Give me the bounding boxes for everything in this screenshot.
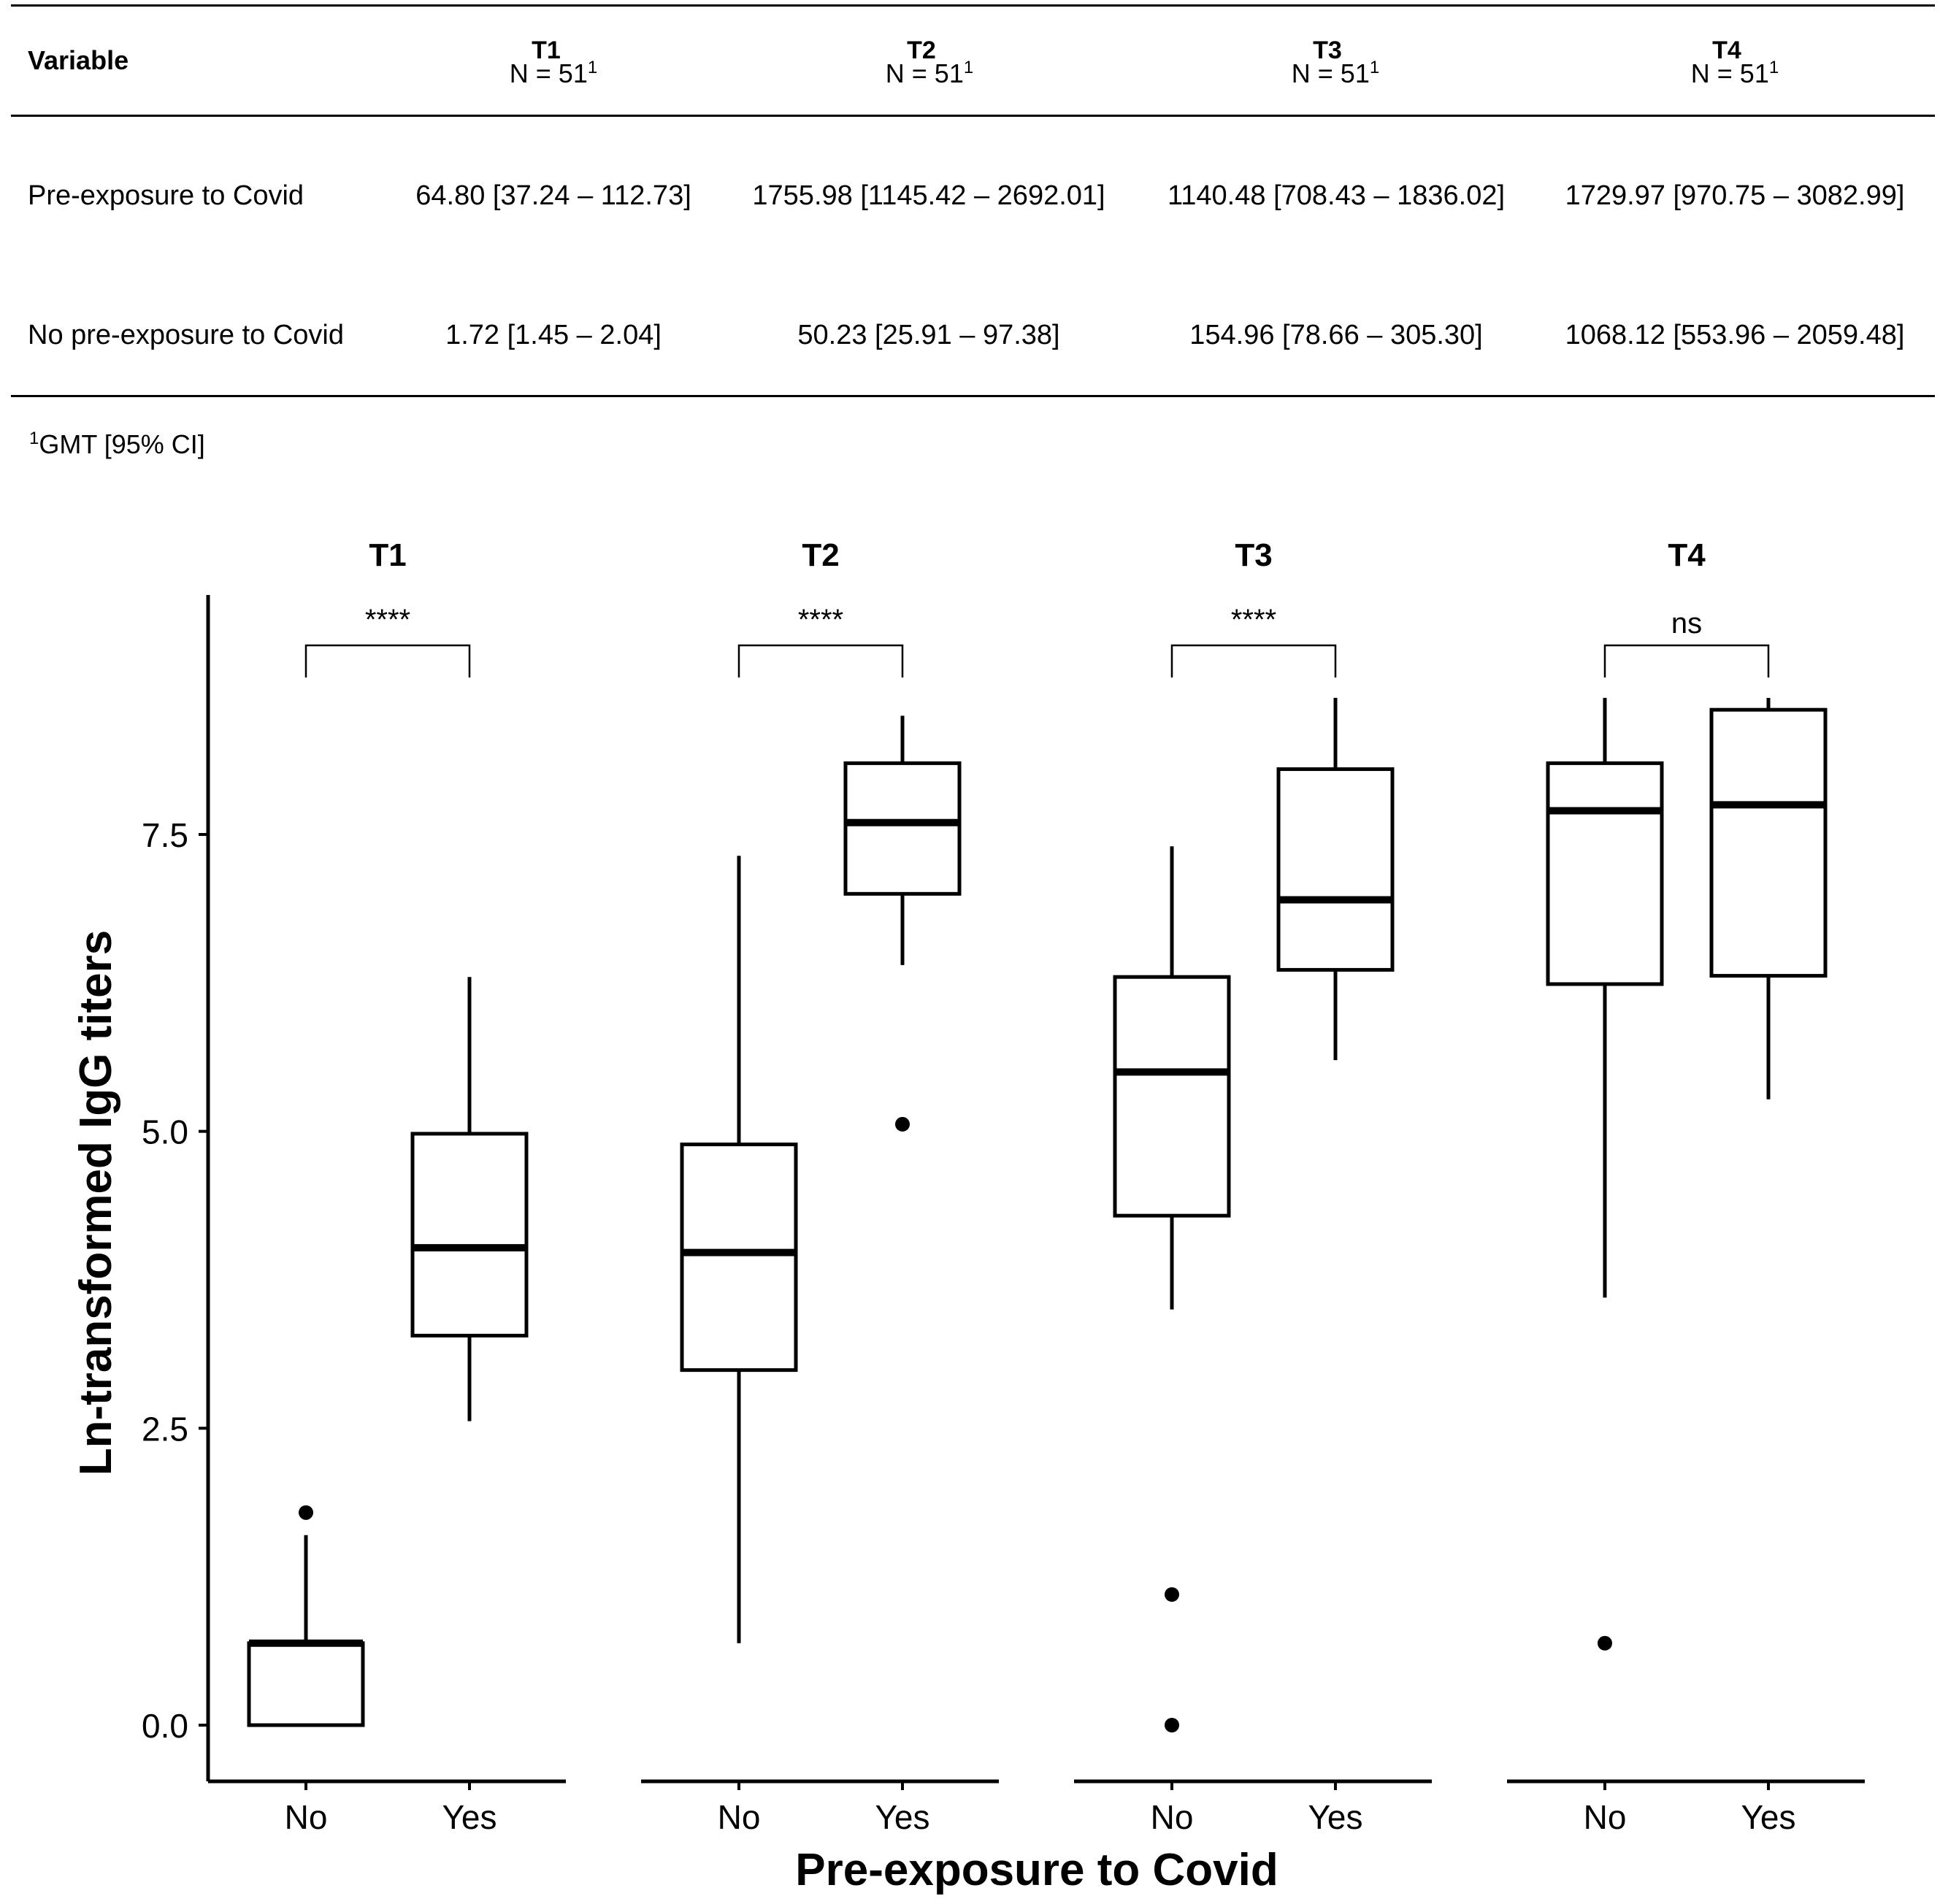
significance-label: **** [365, 604, 410, 636]
table-footnote: 1GMT [95% CI] [29, 429, 205, 459]
x-axis-title: Pre-exposure to Covid [795, 1845, 1278, 1895]
column-header-t3: T3 [1313, 37, 1342, 64]
significance-bracket [1170, 644, 1337, 677]
outlier-point [299, 1505, 313, 1520]
x-tick-label: Yes [442, 1798, 496, 1836]
summary-table: Variable T1 N = 511 T2 N = 511 T3 N = 51… [0, 0, 1940, 482]
column-header-t4: T4 [1712, 37, 1741, 64]
x-tick-label: Yes [1308, 1798, 1362, 1836]
row-label-no-pre-exposure: No pre-exposure to Covid [28, 320, 344, 350]
column-header-t1: T1 [532, 37, 561, 64]
column-n-t1: N = 511 [509, 58, 598, 88]
cell-nopre-t4: 1068.12 [553.96 – 2059.48] [1565, 320, 1905, 350]
table-top-rule [11, 4, 1935, 7]
table-header-rule [11, 115, 1935, 117]
facet-title: T4 [1668, 537, 1706, 573]
cell-nopre-t2: 50.23 [25.91 – 97.38] [797, 320, 1060, 350]
table-bottom-rule [11, 395, 1935, 397]
column-header-t2: T2 [907, 37, 936, 64]
significance-label: ns [1671, 607, 1702, 640]
cell-pre-t2: 1755.98 [1145.42 – 2692.01] [752, 180, 1105, 211]
x-tick-label: Yes [1741, 1798, 1795, 1836]
y-tick-label: 0.0 [142, 1707, 188, 1745]
significance-label: **** [798, 604, 843, 636]
y-tick-label: 2.5 [142, 1410, 188, 1448]
box-iqr [1709, 707, 1828, 978]
row-label-pre-exposure: Pre-exposure to Covid [28, 180, 304, 211]
box-iqr [410, 1132, 529, 1337]
y-tick-label: 7.5 [142, 816, 188, 854]
cell-pre-t1: 64.80 [37.24 – 112.73] [415, 180, 691, 211]
facet-title: T1 [369, 537, 406, 573]
significance-bracket [304, 644, 471, 677]
y-axis-title: Ln-transformed IgG titers [71, 930, 121, 1476]
x-tick-label: No [1584, 1798, 1627, 1836]
significance-label: **** [1231, 604, 1276, 636]
outlier-point [895, 1116, 910, 1132]
significance-bracket [1603, 644, 1770, 677]
box-iqr [1113, 975, 1231, 1218]
box-iqr [1276, 767, 1395, 972]
x-tick-label: Yes [875, 1798, 929, 1836]
outlier-point [1598, 1635, 1612, 1651]
variable-header: Variable [28, 45, 129, 75]
box-iqr [1546, 761, 1664, 986]
y-tick-label: 5.0 [142, 1113, 188, 1151]
x-tick-label: No [1151, 1798, 1194, 1836]
cell-pre-t4: 1729.97 [970.75 – 3082.99] [1565, 180, 1905, 211]
significance-bracket [737, 644, 904, 677]
box-iqr [843, 761, 962, 896]
box-iqr [680, 1143, 798, 1373]
box-iqr [247, 1641, 365, 1727]
outlier-point [1165, 1587, 1179, 1602]
column-n-t4: N = 511 [1690, 58, 1779, 88]
x-tick-label: No [285, 1798, 328, 1836]
cell-pre-t3: 1140.48 [708.43 – 1836.02] [1167, 180, 1506, 211]
x-tick-label: No [718, 1798, 761, 1836]
cell-nopre-t3: 154.96 [78.66 – 305.30] [1189, 320, 1483, 350]
column-n-t3: N = 511 [1291, 58, 1380, 88]
outlier-point [1165, 1718, 1179, 1732]
cell-nopre-t1: 1.72 [1.45 – 2.04] [445, 320, 662, 350]
facet-title: T3 [1235, 537, 1272, 573]
column-n-t2: N = 511 [885, 58, 974, 88]
facet-title: T2 [802, 537, 839, 573]
